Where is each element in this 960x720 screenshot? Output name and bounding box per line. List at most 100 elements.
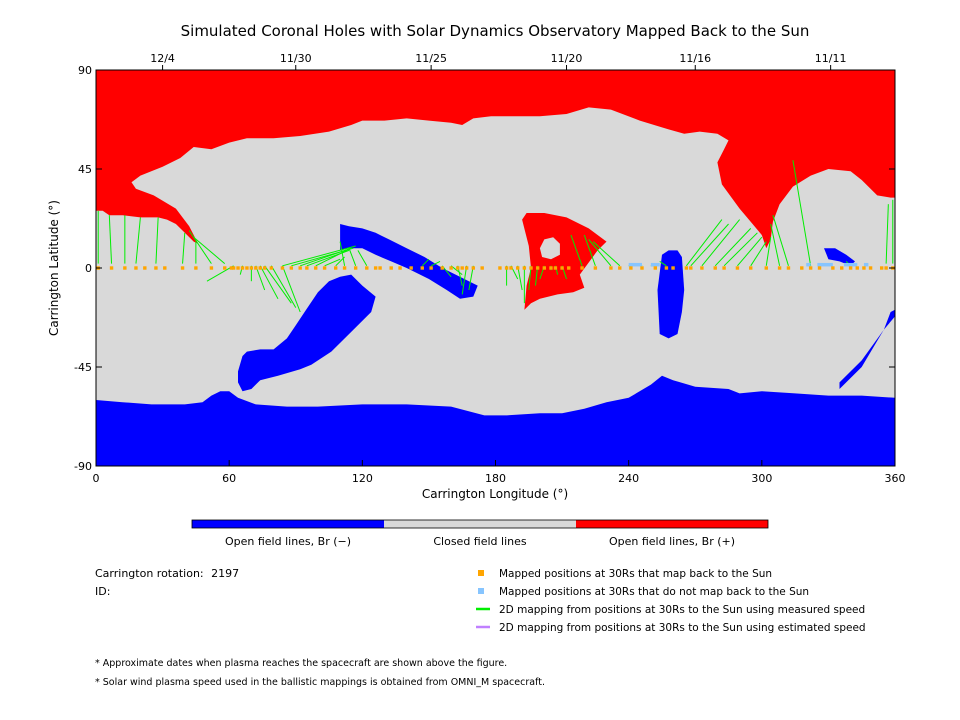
- mapped-position: [529, 266, 533, 270]
- mapped-position: [553, 266, 558, 270]
- mapping-line: [765, 237, 772, 266]
- y-tick-label: -90: [74, 460, 92, 473]
- mapped-position: [593, 266, 598, 270]
- mapping-line: [750, 241, 767, 267]
- mapped-position: [409, 266, 413, 270]
- mapped-position: [504, 266, 509, 270]
- mapped-position: [449, 266, 453, 270]
- mapped-position: [398, 266, 402, 270]
- mapped-position: [365, 266, 369, 270]
- mapping-line: [583, 234, 596, 266]
- mapped-position: [498, 266, 502, 270]
- mapped-position: [420, 266, 424, 270]
- mapping-line: [108, 215, 113, 264]
- mapped-position: [180, 266, 185, 270]
- mapped-position: [254, 266, 258, 270]
- mapped-position: [342, 266, 347, 270]
- mapped-position: [378, 266, 382, 270]
- y-tick-label: -45: [74, 361, 92, 374]
- mapped-position: [109, 266, 114, 270]
- mapping-line: [528, 265, 532, 291]
- mapping-line: [306, 249, 350, 267]
- mapped-position: [549, 266, 553, 270]
- mapped-position: [456, 266, 460, 270]
- mapped-position: [305, 266, 309, 270]
- mapped-position: [855, 266, 859, 270]
- mapped-position: [684, 266, 689, 270]
- mapped-position: [223, 266, 227, 270]
- x-tick-label: 300: [751, 472, 772, 485]
- mapped-position: [749, 266, 753, 270]
- closed-island-in-positive-region: [539, 237, 560, 260]
- mapping-line: [270, 265, 297, 308]
- mapped-position: [713, 266, 717, 270]
- negative-sliver-far-right: [839, 309, 895, 389]
- mapped-position: [236, 266, 240, 270]
- south-negative-polar-hole: [96, 375, 895, 466]
- legend-label: Mapped positions at 30Rs that map back t…: [499, 568, 772, 580]
- mapped-position: [515, 266, 520, 270]
- date-tick-label: 11/25: [415, 52, 447, 65]
- mapped-position: [879, 266, 884, 270]
- mapping-line: [450, 265, 463, 275]
- mapped-position: [618, 266, 622, 270]
- mapped-position: [353, 266, 358, 270]
- mapped-position: [163, 266, 167, 270]
- date-tick-label: 12/4: [150, 52, 175, 65]
- rotation-value: 2197: [211, 567, 239, 580]
- mapped-position: [389, 266, 393, 270]
- legend-marker: [478, 570, 484, 576]
- mapped-position: [262, 266, 267, 270]
- date-tick-label: 11/16: [679, 52, 711, 65]
- mapping-line: [357, 250, 368, 267]
- colorbar-segment: [384, 520, 576, 528]
- mapped-position: [535, 266, 540, 270]
- mapped-position: [735, 266, 740, 270]
- mapping-line: [348, 248, 357, 266]
- mapping-line: [685, 219, 723, 267]
- colorbar-label: Open field lines, Br (−): [225, 535, 351, 548]
- mapping-line: [255, 265, 266, 291]
- mapping-line: [259, 265, 279, 300]
- date-tick-label: 11/20: [551, 52, 583, 65]
- mapped-position: [671, 266, 675, 270]
- mapping-line: [461, 265, 468, 295]
- colorbar: Open field lines, Br (−) Closed field lin…: [191, 519, 769, 548]
- mapping-line: [421, 258, 430, 267]
- mapped-position: [464, 266, 469, 270]
- mapping-line: [770, 223, 781, 266]
- mapped-position: [373, 266, 378, 270]
- legend-label: 2D mapping from positions at 30Rs to the…: [499, 622, 866, 634]
- mapping-line: [264, 265, 292, 304]
- mapping-lines-group: [97, 160, 894, 313]
- mapping-line: [701, 219, 741, 267]
- plot-area: [95, 69, 896, 467]
- mapped-position: [862, 266, 866, 270]
- mapped-position: [209, 266, 214, 270]
- mapping-line: [570, 234, 583, 266]
- mapped-position: [700, 266, 704, 270]
- axes-group: 0 60 120 180 240 300 360 -90 -45 0 45 90 12/4 11/30 11…: [74, 52, 905, 485]
- mapping-line: [324, 258, 341, 267]
- mapping-line: [135, 217, 141, 264]
- mapped-position: [800, 266, 804, 270]
- mapped-position: [689, 266, 693, 270]
- mapped-position: [280, 266, 285, 270]
- colorbar-label: Closed field lines: [433, 535, 527, 548]
- mapped-position: [653, 266, 657, 270]
- mapped-position: [440, 266, 444, 270]
- x-axis-label: Carrington Longitude (°): [422, 487, 568, 501]
- chart-title: Simulated Coronal Holes with Solar Dynam…: [181, 22, 810, 40]
- mapping-line: [335, 256, 345, 267]
- date-tick-label: 11/11: [815, 52, 847, 65]
- mapped-position: [884, 266, 888, 270]
- id-label-text: ID:: [95, 585, 110, 598]
- mapping-line: [737, 236, 763, 267]
- mapping-line: [430, 260, 441, 267]
- y-tick-label: 90: [78, 64, 92, 77]
- mapped-position: [764, 266, 768, 270]
- negative-hole-left: [238, 274, 376, 392]
- mapped-position: [722, 266, 726, 270]
- y-tick-label: 45: [78, 163, 92, 176]
